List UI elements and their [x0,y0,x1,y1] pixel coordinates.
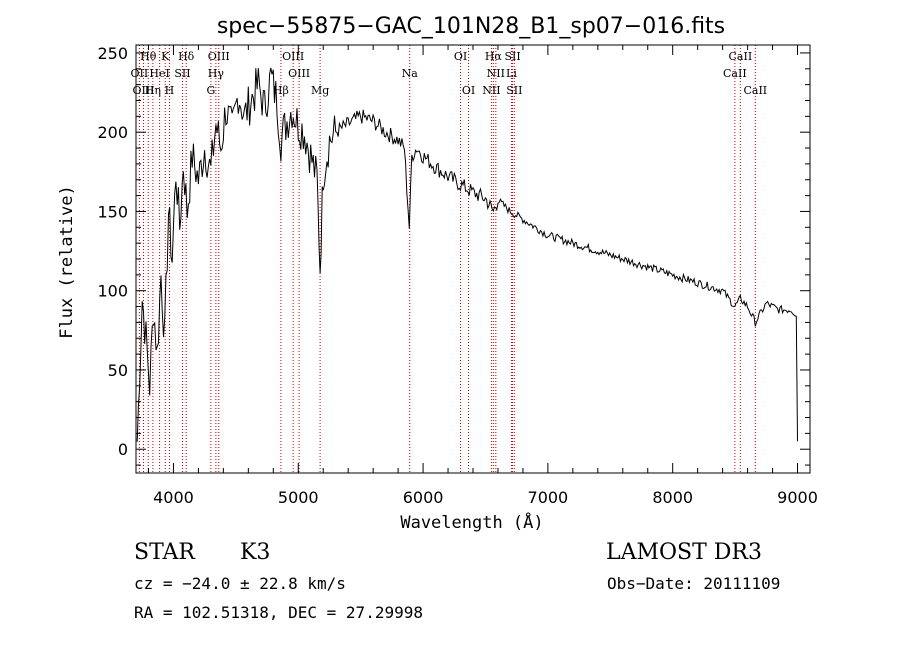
line-label: OIII [282,50,304,63]
x-tick-label: 9000 [777,488,818,507]
line-label: Hγ [208,67,225,80]
x-tick-label: 4000 [153,488,194,507]
line-label: NII [487,67,505,80]
line-label: K [161,50,170,63]
x-tick-label: 7000 [528,488,569,507]
line-label: Hθ [140,50,157,63]
line-label: H [165,84,175,97]
x-tick-label: 5000 [278,488,319,507]
line-label: CaII [729,50,753,63]
line-label: Na [402,67,419,80]
line-label: OIII [208,50,230,63]
coordinates: RA = 102.51318, DEC = 27.29998 [134,603,423,622]
line-label: OII [131,67,149,80]
line-label: OI [462,84,475,97]
line-label: NII [482,84,500,97]
line-label: G [206,84,215,97]
y-tick-label: 200 [97,123,128,142]
line-label: Hα [485,50,503,63]
y-tick-label: 250 [97,44,128,63]
y-axis-label: Flux (relative) [57,185,77,339]
line-label: Hη [145,84,161,97]
line-label: Li [506,67,517,80]
line-label: SII [506,84,522,97]
y-axis-ticks: 0 50 100 150 200 250 [97,44,810,466]
object-type: STAR [134,540,195,565]
line-label: CaII [723,67,747,80]
line-label: Mg [311,84,329,97]
y-tick-label: 50 [108,361,128,380]
plot-frame [135,44,811,474]
line-label: CaII [743,84,767,97]
y-tick-label: 0 [118,440,128,459]
line-label: OI [454,50,467,63]
line-label: Hβ [273,84,289,97]
survey-name: LAMOST DR3 [606,540,762,565]
redshift-velocity: cz = −24.0 ± 22.8 km/s [134,574,346,593]
line-label: SII [174,67,190,80]
line-label: OIII [288,67,310,80]
y-tick-label: 150 [97,202,128,221]
line-label: Hδ [178,50,195,63]
y-tick-label: 100 [97,282,128,301]
x-axis-label: Wavelength (Å) [400,511,543,533]
chart-title: spec−55875−GAC_101N28_B1_sp07−016.fits [217,14,725,39]
line-label: SII [504,50,520,63]
x-axis-ticks: 4000 5000 6000 7000 8000 9000 [147,45,818,507]
observation-date: Obs−Date: 20111109 [607,574,781,593]
x-tick-label: 8000 [652,488,693,507]
spectrum-line [136,67,798,442]
x-tick-label: 6000 [403,488,444,507]
line-label: HeI [149,67,169,80]
spectral-subclass: K3 [240,540,271,565]
line-label: OIII [132,84,154,97]
